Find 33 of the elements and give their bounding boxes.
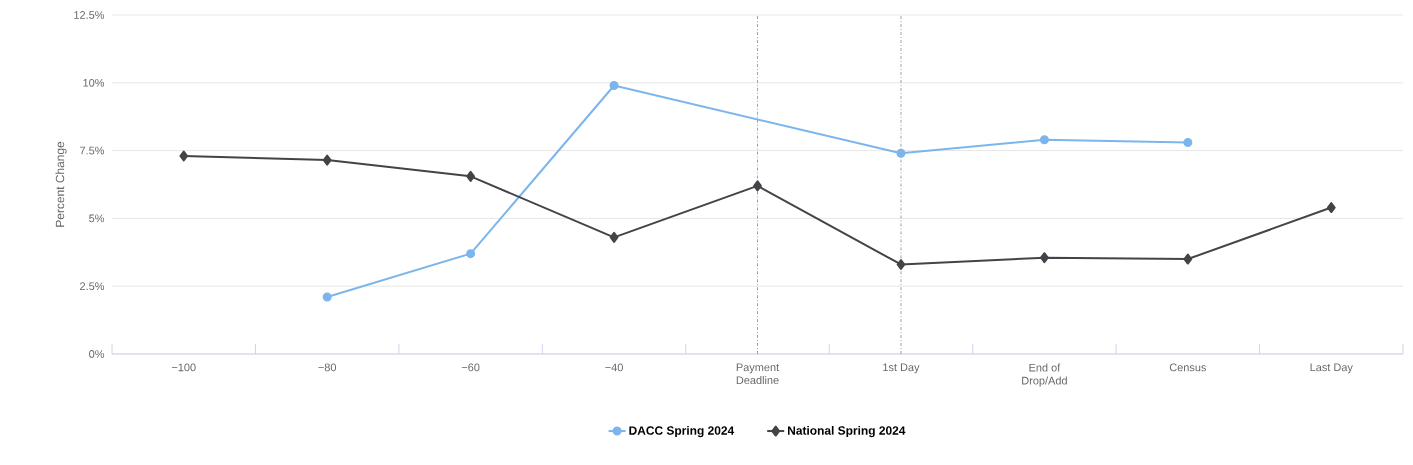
y-tick-label: 0% xyxy=(89,350,105,358)
x-tick-label: −80 xyxy=(318,363,337,372)
legend-label: DACC Spring 2024 xyxy=(629,425,735,438)
x-tick-label: −40 xyxy=(605,363,623,372)
point xyxy=(322,292,332,302)
point xyxy=(1183,137,1193,147)
point xyxy=(1040,252,1049,264)
x-tick-label: Last Day xyxy=(1310,363,1353,374)
x-tick-label: End of Drop/Add xyxy=(1022,363,1067,387)
point xyxy=(753,180,762,192)
x-tick-label: −100 xyxy=(171,363,196,372)
y-tick-label: 12.5% xyxy=(74,11,105,19)
x-tick-label: Payment Deadline xyxy=(736,363,780,385)
point xyxy=(179,150,189,162)
point xyxy=(466,249,476,259)
y-tick-label: 2.5% xyxy=(80,282,105,291)
point xyxy=(466,170,476,182)
y-axis-title: Percent Change xyxy=(55,141,67,227)
point xyxy=(1326,202,1336,214)
point xyxy=(896,258,906,270)
x-tick-label: Census xyxy=(1169,363,1207,372)
y-tick-label: 7.5% xyxy=(80,146,105,155)
x-tick-label: 1st Day xyxy=(883,363,920,374)
point xyxy=(1039,135,1049,145)
point xyxy=(896,148,906,158)
point xyxy=(1183,253,1193,265)
legend-label: National Spring 2024 xyxy=(788,425,906,438)
x-tick-label: −60 xyxy=(461,363,480,372)
point xyxy=(609,81,619,90)
y-tick-label: 5% xyxy=(89,214,105,223)
point xyxy=(609,231,619,243)
y-tick-label: 10% xyxy=(83,78,105,87)
point xyxy=(322,154,332,166)
